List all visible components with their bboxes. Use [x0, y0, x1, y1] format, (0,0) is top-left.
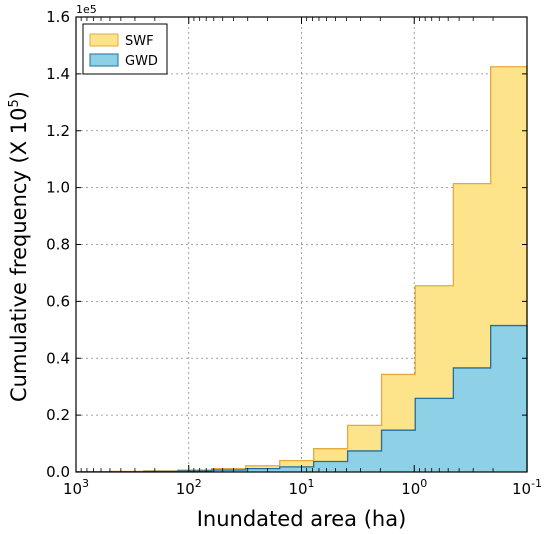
y-tick-label: 0.2	[46, 406, 70, 424]
y-tick-label: 1.0	[46, 179, 70, 197]
x-tick-base: 10	[288, 480, 307, 498]
y-tick-label: 1.6	[46, 8, 70, 26]
series-area-gwd	[76, 325, 527, 472]
x-tick-exponent: 0	[420, 477, 427, 490]
y-tick-label: 0.4	[46, 349, 70, 367]
x-tick-base: 10	[401, 480, 420, 498]
y-tick-label: 0.8	[46, 236, 70, 254]
y-axis-label: Cumulative frequency (X 105)	[7, 91, 31, 402]
x-axis-label: Inundated area (ha)	[197, 507, 407, 531]
x-tick-exponent: -1	[531, 477, 542, 490]
axis-ticks	[75, 16, 528, 473]
legend-swatch-gwd	[89, 53, 119, 67]
legend-swatch-swf	[89, 33, 119, 47]
x-tick-base: 10	[512, 480, 531, 498]
x-tick-label: 10-1	[512, 477, 542, 498]
x-tick-exponent: 2	[195, 477, 202, 490]
x-tick-base: 10	[176, 480, 195, 498]
y-tick-label: 1.4	[46, 65, 70, 83]
y-tick-label: 0.6	[46, 292, 70, 310]
legend: SWF GWD	[82, 23, 168, 75]
y-axis-label-exponent: 5	[7, 99, 22, 107]
y-axis-label-main: Cumulative frequency (X 10	[7, 107, 31, 402]
x-tick-exponent: 3	[82, 477, 89, 490]
x-tick-label: 101	[288, 477, 314, 498]
x-tick-base: 10	[63, 480, 82, 498]
y-offset-label: 1e5	[76, 3, 97, 16]
y-tick-label: 1.2	[46, 122, 70, 140]
x-tick-label: 103	[63, 477, 89, 498]
x-tick-label: 102	[176, 477, 202, 498]
x-tick-label: 100	[401, 477, 427, 498]
x-tick-exponent: 1	[308, 477, 315, 490]
y-axis-label-suffix: )	[7, 91, 31, 99]
legend-label-swf: SWF	[125, 34, 154, 49]
legend-label-gwd: GWD	[125, 54, 158, 69]
y-tick-label: 0.0	[46, 463, 70, 481]
